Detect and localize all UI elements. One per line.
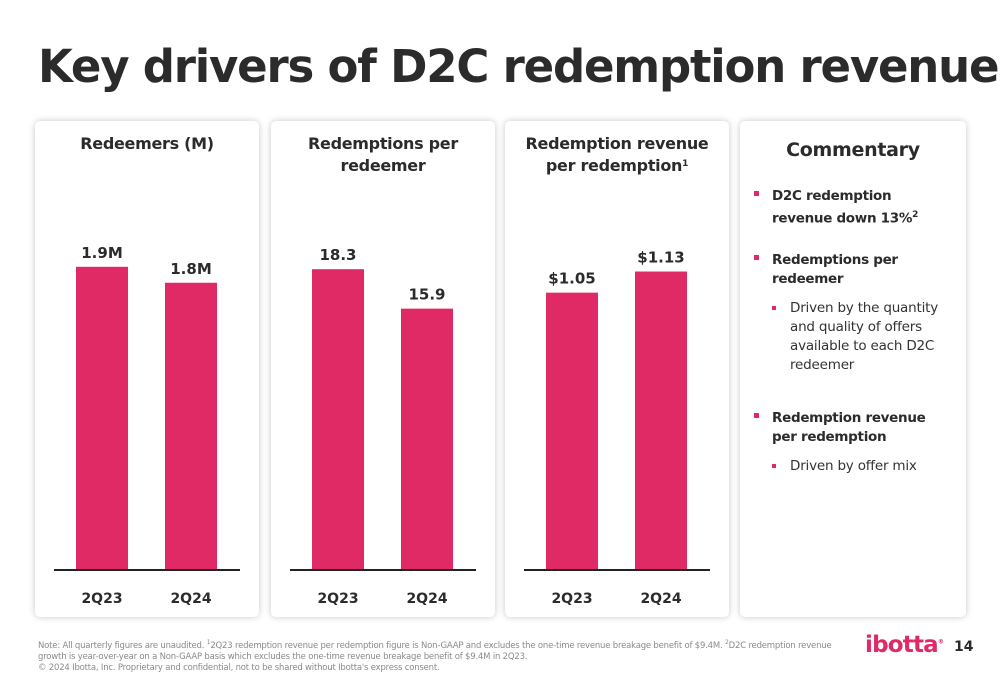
data-label: 1.8M [170,260,212,278]
chart-revenue-per-redemption: Redemption revenue per redemption1 $1.05 2Q… [524,134,710,607]
footnote-ref: 1 [682,159,688,169]
chart-title-line: per redemption1 [546,156,688,175]
commentary-item-heading: Redemption revenue per redemption [772,409,926,445]
chart-title-line: Redemption revenue [526,134,709,153]
data-label: 18.3 [319,246,356,264]
footnote-ref: 2 [912,210,919,220]
bar-2q24 [635,271,687,570]
page-number: 14 [954,639,974,655]
x-tick-label: 2Q23 [551,591,592,607]
bullet-icon [754,412,759,418]
commentary-item: Redemptions per redeemer Driven by the q… [754,251,954,375]
bar-2q24 [165,282,217,570]
x-tick-label: 2Q23 [317,591,358,607]
chart-panel-revenue-per-redemption: Redemption revenue per redemption1 $1.05 2Q… [505,121,729,617]
chart-redemptions-per-redeemer: Redemptions per redeemer 18.3 2Q23 15.9 2Q24 [290,134,476,607]
commentary-item-heading: D2C redemption revenue down 13%2 [772,188,919,227]
chart-title-line: redeemer [341,156,426,175]
commentary-item-heading: Redemptions per redeemer [772,251,898,287]
chart-title-line: Redemptions per [308,134,458,153]
bar-2q24 [401,308,453,570]
bullet-icon [772,463,776,468]
x-tick-label: 2Q24 [406,591,447,607]
commentary-panel: Commentary D2C redemption revenue down 1… [740,121,966,617]
bullet-icon [754,254,759,260]
bar-2q23 [546,292,598,570]
commentary-item: D2C redemption revenue down 13%2 [754,187,954,229]
bullet-icon [754,191,759,196]
page-title: Key drivers of D2C redemption revenue [38,40,1000,93]
commentary-list: D2C redemption revenue down 13%2 Redempt… [754,187,954,498]
commentary-title: Commentary [786,139,920,161]
x-tick-label: 2Q24 [170,591,211,607]
data-label: 1.9M [81,244,123,262]
footnote: Note: All quarterly figures are unaudite… [38,639,832,673]
bar-2q23 [76,266,128,570]
commentary-subitem: Driven by the quantity and quality of of… [772,299,954,375]
bar-2q23 [312,269,364,570]
chart-panel-redemptions-per-redeemer: Redemptions per redeemer 18.3 2Q23 15.9 2Q24 [271,121,495,617]
commentary-subitem: Driven by offer mix [772,457,954,476]
ibotta-logo: ibotta® [865,632,944,658]
chart-panel-redeemers: Redeemers (M) 1.9M 2Q23 1.8M 2Q24 [35,121,259,617]
commentary-item: Redemption revenue per redemption Driven… [754,409,954,476]
data-label: $1.05 [548,270,595,288]
x-tick-label: 2Q23 [81,591,122,607]
data-label: $1.13 [637,249,684,267]
bullet-icon [772,305,776,310]
chart-title-line: Redeemers (M) [80,134,213,153]
chart-redeemers: Redeemers (M) 1.9M 2Q23 1.8M 2Q24 [54,134,240,607]
data-label: 15.9 [408,286,445,304]
x-tick-label: 2Q24 [640,591,681,607]
